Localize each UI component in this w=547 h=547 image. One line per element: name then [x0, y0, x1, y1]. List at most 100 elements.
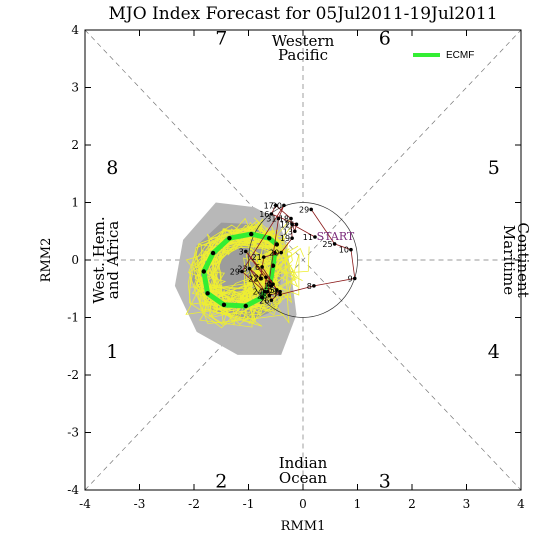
y-tick-label: 1	[71, 196, 79, 210]
observed-point	[263, 289, 267, 294]
phase-6-label: 6	[379, 28, 391, 50]
observed-point-label: 20	[269, 249, 279, 258]
region-continent-label: Continent	[514, 222, 532, 297]
phase-8-label: 8	[106, 157, 118, 179]
observed-point-label: 5	[270, 286, 275, 295]
observed-point-label: 13	[283, 227, 293, 236]
observed-point	[273, 203, 278, 208]
y-tick-label: -4	[67, 483, 79, 497]
member-trace	[194, 229, 290, 302]
observed-point-label: 24	[253, 288, 263, 297]
observed-point	[240, 269, 244, 274]
ecmf-mean-point	[243, 303, 248, 309]
observed-point	[269, 298, 274, 303]
region-indian-label: Indian	[279, 454, 328, 472]
observed-point-label: 3	[239, 247, 244, 256]
member-trace	[196, 235, 303, 320]
observed-point-label: 8	[307, 282, 312, 291]
ecmf-mean-point	[274, 242, 280, 247]
x-tick-label: -3	[134, 497, 146, 511]
observed-point	[313, 235, 317, 239]
x-tick-label: 3	[463, 497, 471, 511]
observed-point	[261, 255, 266, 259]
observed-point-label: 19	[280, 234, 290, 243]
y-tick-label: -3	[67, 426, 79, 440]
ecmf-mean-point	[201, 269, 207, 274]
x-tick-label: -2	[188, 497, 200, 511]
start-label: START	[317, 230, 355, 243]
observed-point-label: 29	[230, 268, 240, 277]
observed-point-label: 28	[257, 292, 267, 301]
observed-point	[271, 282, 275, 286]
observed-point	[247, 266, 252, 271]
y-tick-label: -1	[67, 311, 79, 325]
ecmf-mean-point	[227, 235, 232, 241]
observed-point-label: 9	[348, 274, 353, 283]
ecmf-mean-point	[267, 235, 272, 241]
member-trace	[197, 229, 283, 308]
ecmf-mean-point	[205, 291, 210, 296]
observed-point	[269, 212, 274, 216]
region-west-hem-label: West. Hem.	[90, 216, 108, 303]
observed-point-label: 16	[259, 210, 269, 219]
ensemble-spread	[174, 202, 297, 355]
x-tick-label: 4	[517, 497, 525, 511]
observed-point	[294, 222, 299, 227]
observed-point	[289, 216, 293, 221]
observed-point	[309, 207, 313, 212]
region-maritime-label: Maritime	[500, 225, 518, 295]
phase-guide-lines	[84, 29, 522, 491]
observed-point-label: 23	[237, 265, 247, 274]
member-trace	[195, 217, 300, 306]
observed-point-label: 17	[264, 201, 274, 210]
member-trace	[197, 233, 292, 324]
ecmf-mean-point	[249, 231, 254, 237]
member-trace	[193, 227, 289, 318]
phase-7-label: 7	[215, 28, 227, 50]
chart-title: MJO Index Forecast for 05Jul2011-19Jul20…	[108, 4, 497, 24]
observed-point-label: 10	[339, 246, 349, 255]
observed-point	[258, 276, 263, 281]
phase-2-label: 2	[215, 470, 227, 492]
observed-point-label: 22	[248, 274, 258, 283]
observed-point	[260, 265, 264, 269]
ecmf-mean-point	[210, 250, 216, 256]
observed-point	[265, 289, 270, 294]
legend-ecmf-label: ECMF	[446, 50, 474, 61]
observed-point	[267, 293, 272, 298]
region-western-label: Western	[272, 32, 335, 50]
observed-point-label: 1	[260, 288, 265, 297]
x-axis-label: RMM1	[281, 519, 326, 534]
observed-point	[352, 276, 357, 281]
ecmf-mean-point	[259, 295, 265, 300]
observed-point	[293, 229, 297, 234]
region-pacific-label: Pacific	[278, 46, 328, 64]
y-tick-label: 0	[71, 253, 79, 267]
observed-point	[290, 236, 294, 240]
observed-point	[282, 203, 286, 208]
observed-point	[349, 247, 353, 252]
amplitude-one-circle	[248, 202, 358, 318]
x-tick-label: 0	[299, 497, 307, 511]
observed-point-label: 21	[252, 253, 262, 262]
ecmf-mean-series	[201, 231, 280, 309]
guide-diagonal-2	[84, 29, 522, 491]
observed-point	[243, 249, 248, 254]
region-africa-label: and Africa	[104, 221, 122, 299]
observed-point	[275, 288, 279, 292]
observed-point	[264, 275, 268, 280]
observed-point-label: 11	[303, 233, 313, 242]
observed-point-label: 26	[259, 296, 269, 305]
observed-point-label: 31	[266, 215, 276, 224]
observed-point-label: 29	[299, 205, 309, 214]
phase-5-label: 5	[488, 157, 500, 179]
observed-point-label: 6	[255, 263, 260, 272]
y-tick-label: 2	[71, 138, 79, 152]
region-ocean-label: Ocean	[279, 469, 328, 487]
x-tick-label: -4	[79, 497, 91, 511]
observed-point	[332, 242, 337, 246]
observed-point	[278, 289, 282, 294]
